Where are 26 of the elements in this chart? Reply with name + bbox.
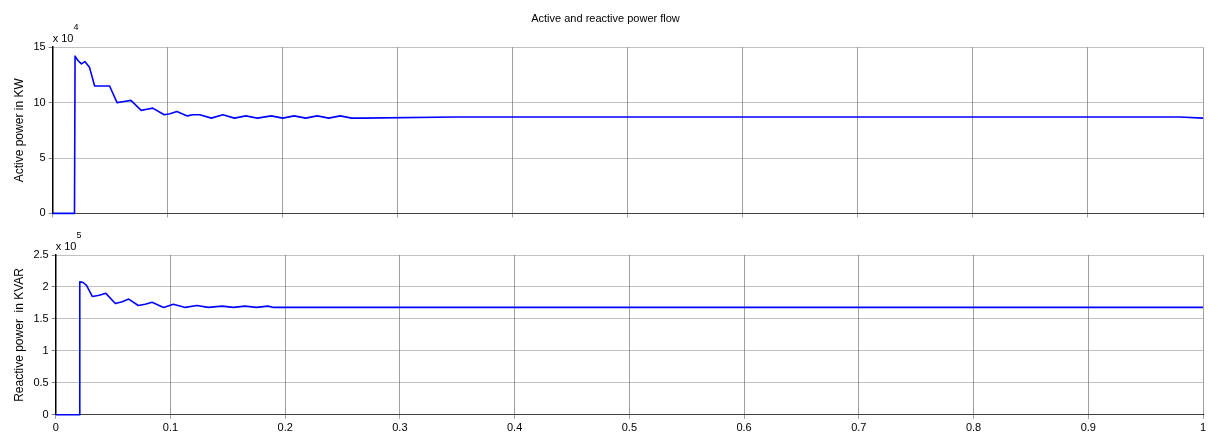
x-tick-label: 0.8 (965, 421, 982, 434)
text: x 104 (52, 22, 79, 45)
y-tick-label: 1.5 (33, 311, 49, 324)
x-tick-label: 0.2 (277, 421, 293, 434)
x-tick-label: 0.3 (392, 421, 408, 434)
y-tick-label: 2 (42, 279, 49, 292)
y-axis-title: Active power in KW (11, 77, 26, 183)
x-tick-label: 0.5 (621, 421, 637, 434)
x-tick-label: 0.9 (1080, 421, 1096, 434)
y-tick-label: 1 (42, 343, 49, 356)
y-tick-label: 10 (33, 95, 46, 108)
chart-title: Active and reactive power flow (531, 11, 680, 24)
y-tick-label: 0 (42, 407, 49, 420)
y-tick-label: 0.5 (33, 375, 49, 388)
x-tick-label: 1 (1199, 421, 1207, 434)
y-axis-title: Reactive power in KVAR (11, 267, 26, 402)
y-tick-label: 2.5 (33, 248, 49, 261)
x-tick-label: 0.4 (506, 421, 523, 434)
y-tick-label: 0 (39, 206, 46, 219)
x-tick-label: 0 (52, 421, 59, 434)
x-tick-label: 0.7 (851, 421, 867, 434)
x-tick-label: 0.6 (736, 421, 752, 434)
text: x 105 (55, 230, 82, 252)
y-tick-label: 15 (33, 40, 46, 53)
y-tick-label: 5 (39, 151, 46, 164)
x-tick-label: 0.1 (162, 421, 179, 434)
